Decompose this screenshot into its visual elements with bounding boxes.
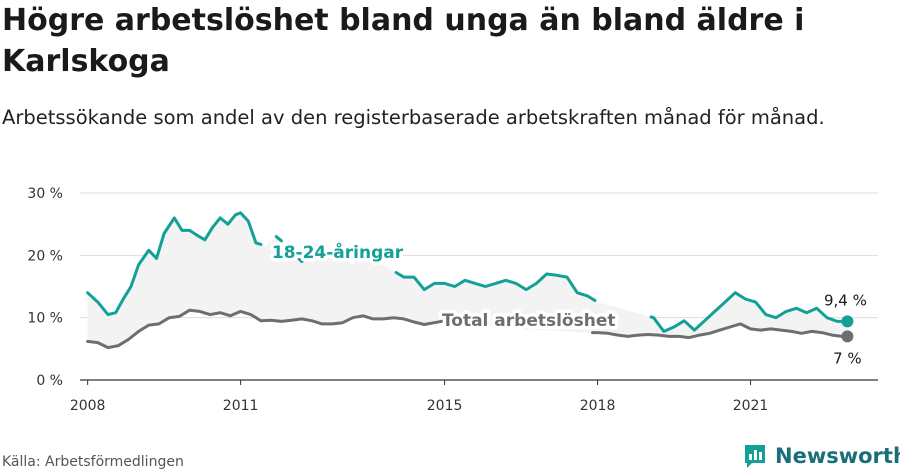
y-tick-label: 30 %	[27, 186, 63, 202]
total-end-marker	[841, 330, 854, 343]
x-tick-label: 2008	[70, 398, 106, 414]
youth-series-label-halo: 18-24-åringar	[272, 241, 404, 263]
x-tick-label: 2015	[427, 398, 463, 414]
brand-logo[interactable]: Newsworthy	[743, 441, 900, 471]
youth-series-label: 18-24-åringar	[272, 241, 404, 263]
x-tick-label: 2018	[580, 398, 616, 414]
youth-series-line	[86, 211, 263, 317]
x-tick-label: 2021	[733, 398, 769, 414]
y-tick-label: 20 %	[27, 248, 63, 264]
bar-chart-icon	[745, 445, 765, 468]
chart-title: Högre arbetslöshet bland unga än bland ä…	[2, 3, 805, 79]
youth-series-line	[361, 253, 375, 264]
total-series-line	[86, 308, 457, 350]
y-tick-label: 10 %	[27, 311, 63, 327]
chart-subtitle: Arbetssökande som andel av den registerb…	[2, 106, 825, 129]
total-end-label: 7 %	[833, 349, 862, 367]
total-series-line	[591, 322, 849, 340]
y-tick-label: 0 %	[36, 373, 63, 389]
youth-series-line	[297, 250, 317, 264]
total-series-label: Total arbetslöshet	[442, 311, 616, 331]
youth-series-line	[274, 235, 283, 243]
youth-series-line	[394, 271, 597, 302]
youth-end-marker	[841, 315, 854, 328]
x-tick-label: 2011	[223, 398, 259, 414]
band-area	[87, 212, 848, 348]
brand-name: Newsworthy	[775, 444, 900, 468]
youth-series-line	[649, 291, 849, 333]
source-note: Källa: Arbetsförmedlingen	[2, 454, 184, 470]
youth-end-label: 9,4 %	[824, 291, 867, 309]
total-series-label-halo: Total arbetslöshet	[442, 311, 616, 331]
